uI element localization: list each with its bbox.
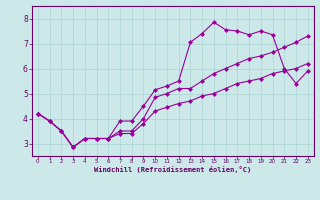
X-axis label: Windchill (Refroidissement éolien,°C): Windchill (Refroidissement éolien,°C) [94,166,252,173]
